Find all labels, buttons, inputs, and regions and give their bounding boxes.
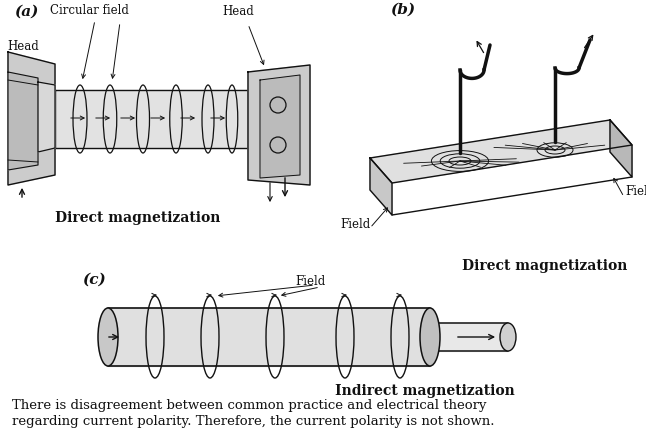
- Text: Indirect magnetization: Indirect magnetization: [335, 384, 515, 398]
- Text: There is disagreement between common practice and electrical theory: There is disagreement between common pra…: [12, 399, 486, 412]
- Text: (a): (a): [14, 5, 38, 19]
- Polygon shape: [610, 120, 632, 177]
- Ellipse shape: [98, 308, 118, 366]
- Text: (b): (b): [390, 3, 415, 17]
- Text: Head: Head: [222, 5, 254, 18]
- Polygon shape: [260, 75, 300, 178]
- Polygon shape: [8, 52, 55, 185]
- Text: Direct magnetization: Direct magnetization: [462, 259, 627, 273]
- Text: Circular field: Circular field: [50, 4, 129, 17]
- Text: Field: Field: [625, 185, 646, 198]
- Polygon shape: [55, 90, 248, 148]
- Text: (c): (c): [82, 273, 106, 287]
- Text: Head: Head: [7, 40, 39, 53]
- Polygon shape: [38, 82, 55, 152]
- Text: Field: Field: [295, 275, 325, 288]
- Text: Direct magnetization: Direct magnetization: [55, 211, 220, 225]
- Polygon shape: [370, 120, 632, 183]
- Text: regarding current polarity. Therefore, the current polarity is not shown.: regarding current polarity. Therefore, t…: [12, 415, 494, 428]
- Ellipse shape: [500, 323, 516, 351]
- Text: Field: Field: [340, 218, 370, 231]
- Ellipse shape: [420, 308, 440, 366]
- Polygon shape: [108, 308, 430, 366]
- Polygon shape: [430, 323, 508, 351]
- Polygon shape: [370, 158, 392, 215]
- Polygon shape: [8, 72, 38, 170]
- Polygon shape: [248, 65, 310, 185]
